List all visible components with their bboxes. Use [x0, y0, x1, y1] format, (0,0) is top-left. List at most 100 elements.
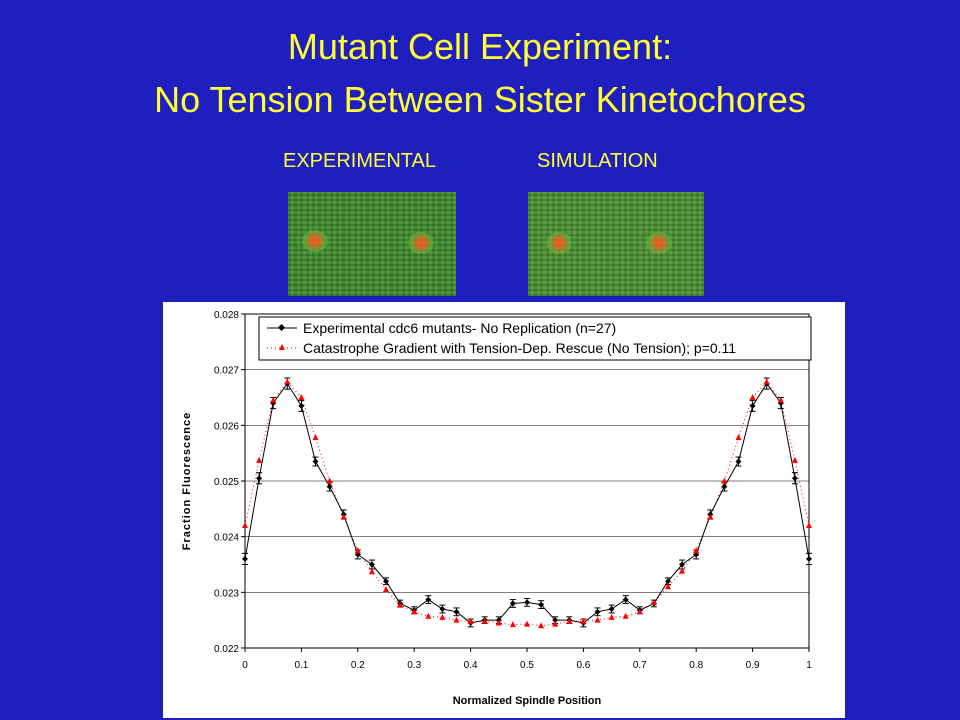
data-point-simulation [622, 612, 629, 619]
x-tick-label: 0.6 [576, 660, 590, 671]
simulation-label: SIMULATION [537, 150, 658, 172]
data-point-experimental [693, 551, 700, 558]
data-point-simulation [298, 394, 305, 400]
fluorescence-chart: 0.022 0.023 0.024 0.025 0.026 0.027 0.028 0 0.1 0… [181, 310, 812, 707]
data-point-experimental [538, 601, 545, 608]
y-axis-label: Fraction Fluorescence [181, 412, 193, 550]
x-tick-label: 0.3 [407, 660, 421, 671]
data-point-simulation [707, 513, 714, 520]
simulation-micrograph [528, 192, 704, 296]
y-tick-label: 0.024 [214, 533, 239, 544]
kinetochore-spot [646, 232, 672, 254]
data-point-simulation [397, 601, 404, 608]
data-point-simulation [354, 547, 361, 554]
slide-title-line1: Mutant Cell Experiment: [287, 26, 673, 67]
x-tick-label: 0.9 [746, 660, 760, 671]
kinetochore-spot [546, 232, 572, 254]
data-point-experimental [594, 608, 601, 615]
legend: Experimental cdc6 mutants- No Replicatio… [258, 316, 812, 361]
data-point-simulation [763, 378, 770, 385]
data-point-experimental [509, 600, 516, 607]
x-tick-label: 0.7 [633, 660, 647, 671]
x-tick-label: 0.8 [689, 660, 703, 671]
data-point-simulation [693, 547, 700, 554]
data-point-simulation [665, 583, 671, 590]
data-point-simulation [425, 612, 432, 619]
y-tick-label: 0.025 [214, 477, 239, 488]
data-point-simulation [368, 568, 375, 575]
experimental-micrograph [288, 192, 456, 296]
data-point-simulation [552, 620, 559, 627]
data-point-simulation [256, 456, 263, 463]
data-point-simulation [594, 616, 601, 623]
data-point-simulation [326, 477, 333, 484]
y-tick-label: 0.027 [214, 366, 239, 377]
data-point-experimental [298, 402, 305, 409]
data-point-simulation [538, 622, 545, 629]
data-point-experimental [368, 561, 375, 568]
data-point-simulation [721, 477, 728, 484]
data-point-simulation [806, 522, 812, 529]
x-tick-label: 0 [242, 660, 248, 671]
legend-box [258, 316, 812, 361]
data-point-simulation [749, 394, 756, 400]
data-point-simulation [270, 396, 277, 403]
chart-panel: 0.022 0.023 0.024 0.025 0.026 0.027 0.028 0 0.1 0… [163, 302, 845, 718]
data-point-simulation [312, 434, 319, 441]
data-point-experimental [622, 596, 629, 603]
data-point-experimental [439, 606, 446, 613]
x-tick-label: 0.4 [464, 660, 478, 671]
data-point-simulation [340, 513, 347, 520]
slide-title-line2: No Tension Between Sister Kinetochores [154, 79, 806, 120]
data-point-simulation [777, 396, 784, 403]
data-point-simulation [580, 617, 587, 624]
data-point-simulation [636, 608, 643, 615]
data-point-simulation [791, 456, 798, 463]
y-tick-label: 0.023 [214, 588, 239, 599]
kinetochore-spot [302, 230, 328, 252]
data-point-experimental [735, 458, 742, 465]
data-point-simulation [509, 621, 516, 628]
data-point-experimental [791, 475, 798, 482]
legend-marker-experimental [277, 323, 286, 332]
x-tick-label: 0.5 [520, 660, 534, 671]
data-point-experimental [256, 475, 263, 482]
data-point-experimental [552, 617, 559, 624]
data-point-simulation [735, 434, 742, 441]
data-point-simulation [566, 617, 573, 624]
data-point-experimental [326, 483, 333, 490]
data-point-simulation [411, 608, 418, 615]
x-tick-label: 0.2 [351, 660, 365, 671]
y-tick-label: 0.028 [214, 310, 239, 321]
legend-label-experimental: Experimental cdc6 mutants- No Replicatio… [303, 320, 616, 336]
data-point-experimental [524, 599, 530, 606]
data-point-simulation [679, 567, 686, 574]
data-point-experimental [679, 561, 686, 568]
data-point-experimental [749, 402, 756, 409]
data-point-simulation [524, 620, 530, 627]
x-tick-label: 1 [806, 660, 812, 671]
data-point-simulation [481, 617, 488, 624]
data-point-experimental [242, 555, 248, 562]
data-point-experimental [721, 483, 728, 490]
y-tick-label: 0.026 [214, 421, 239, 432]
x-tick-label: 0.1 [294, 660, 308, 671]
data-point-experimental [806, 555, 812, 562]
data-point-experimental [425, 596, 432, 603]
legend-marker-simulation [279, 344, 285, 350]
data-point-simulation [439, 613, 446, 620]
data-point-experimental [608, 606, 615, 613]
data-point-simulation [608, 613, 615, 620]
data-point-experimental [453, 608, 460, 615]
y-tick-label: 0.022 [214, 644, 239, 655]
kinetochore-spot [408, 232, 434, 254]
data-point-simulation [383, 586, 389, 593]
data-point-experimental [383, 578, 389, 585]
x-axis-label: Normalized Spindle Position [453, 695, 602, 707]
data-point-simulation [284, 378, 291, 385]
experimental-label: EXPERIMENTAL [283, 150, 436, 172]
legend-label-simulation: Catastrophe Gradient with Tension-Dep. R… [303, 340, 736, 356]
data-point-simulation [495, 619, 502, 626]
data-point-simulation [242, 522, 248, 529]
data-point-experimental [665, 578, 671, 585]
